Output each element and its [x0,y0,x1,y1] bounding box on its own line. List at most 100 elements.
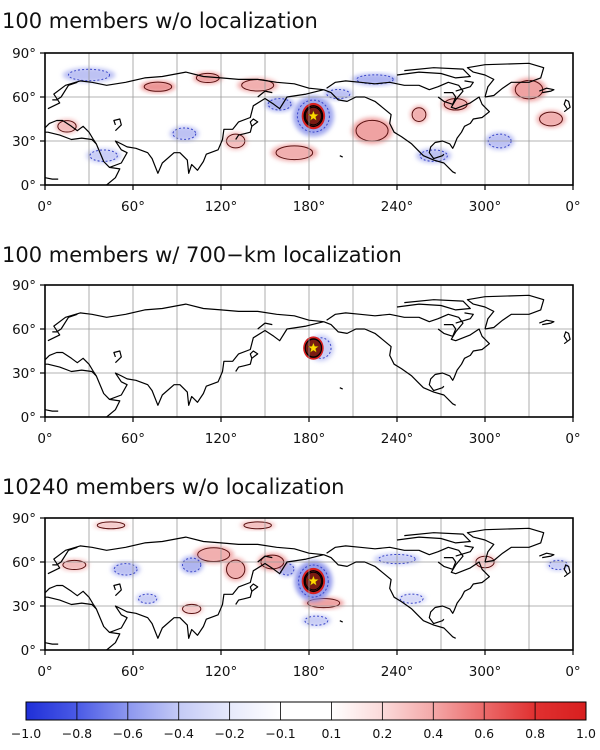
coastline [92,554,324,639]
x-tick-label: 0° [565,199,580,215]
grid-lines [45,518,573,650]
coastline [563,331,571,345]
negative-contour [298,564,329,598]
coastline [113,350,122,364]
positive-anomaly [223,557,248,582]
coastline [339,155,343,158]
negative-contour [182,557,202,573]
coastline [437,324,457,337]
y-tick-label: 60° [12,90,36,106]
colorbar-tick-label: 1.0 [576,726,596,741]
y-tick-label: 60° [12,555,36,571]
negative-contour [172,127,197,140]
y-tick-label: 30° [12,134,36,150]
positive-contour [226,559,246,579]
x-tick-label: 0° [565,664,580,680]
positive-contour [143,81,173,92]
y-tick-label: 0° [21,410,36,426]
negative-contour [138,593,158,604]
colorbar-tick-label: 0.4 [423,726,443,741]
y-tick-label: 30° [12,599,36,615]
coastline [539,319,555,326]
coastline [437,557,457,570]
negative-contour [326,88,351,100]
negative-anomaly [397,592,427,605]
negative-anomaly [179,556,204,574]
x-tick-label: 60° [121,431,145,447]
coastline [106,631,121,650]
panel-title: 10240 members w/o localization [2,475,344,499]
coastline [326,80,490,160]
negative-contour [399,593,424,604]
x-tick-label: 300° [469,431,502,447]
coastline [52,313,78,333]
negative-contour [304,615,329,626]
negative-contour [279,563,295,576]
positive-contour [96,521,126,530]
y-tick-label: 90° [12,46,36,62]
x-tick-label: 300° [469,199,502,215]
positive-contour [182,603,202,615]
coastline [45,131,97,145]
negative-anomaly [416,148,452,164]
negative-contour [548,559,568,571]
negative-contour [419,149,448,162]
colorbar-tick-label: 0.8 [525,726,545,741]
coastlines [45,294,571,417]
coastline [466,527,545,563]
coastline [323,321,456,406]
x-tick-label: 60° [121,664,145,680]
correlation-field [303,334,334,362]
colorbar: −1.0 −0.8 −0.6 −0.4 −0.2 −0.1 0.1 0.2 0.4 0.6 0.8 1… [11,701,596,741]
colorbar-tick-label: −0.8 [62,726,92,741]
positive-anomaly [237,77,279,93]
coastline [45,584,94,605]
coastline [539,87,555,94]
coastlines [45,527,571,650]
coastline [563,564,571,578]
star-marker [307,342,320,353]
coastline [437,92,457,105]
coastline [45,363,97,377]
coastline [52,81,78,101]
x-tick-label: 0° [37,431,52,447]
coastline [92,321,324,406]
negative-contour [67,68,111,82]
y-tick-label: 0° [21,178,36,194]
coastline [563,99,571,113]
panel-title: 100 members w/ 700−km localization [2,243,402,267]
coastline [466,62,545,98]
colorbar-gradient [25,701,587,721]
coastline [45,351,94,372]
coastline [106,398,121,417]
positive-anomaly [270,143,318,162]
coastline [539,552,555,559]
positive-anomaly [536,110,566,128]
positive-contour [411,107,427,122]
coastline [323,89,456,174]
coastline [396,532,471,544]
x-tick-label: 300° [469,664,502,680]
x-tick-label: 120° [205,431,238,447]
y-tick-label: 90° [12,511,36,527]
coastline [257,555,273,563]
y-tick-label: 30° [12,366,36,382]
coastline [235,350,259,372]
positive-anomaly [441,97,471,112]
positive-anomaly [140,80,176,93]
coastline [113,583,122,597]
positive-contour [303,570,324,593]
coastline [257,90,273,98]
coastline [326,545,490,625]
grid-lines [45,285,573,417]
negative-contour [267,98,292,111]
coastline [396,67,471,79]
coastline [466,294,545,330]
x-tick-label: 240° [381,431,414,447]
positive-contour [307,597,341,609]
coastline [45,596,97,610]
coastline [52,546,78,566]
x-tick-label: 60° [121,199,145,215]
colorbar-tick-label: −0.4 [164,726,194,741]
